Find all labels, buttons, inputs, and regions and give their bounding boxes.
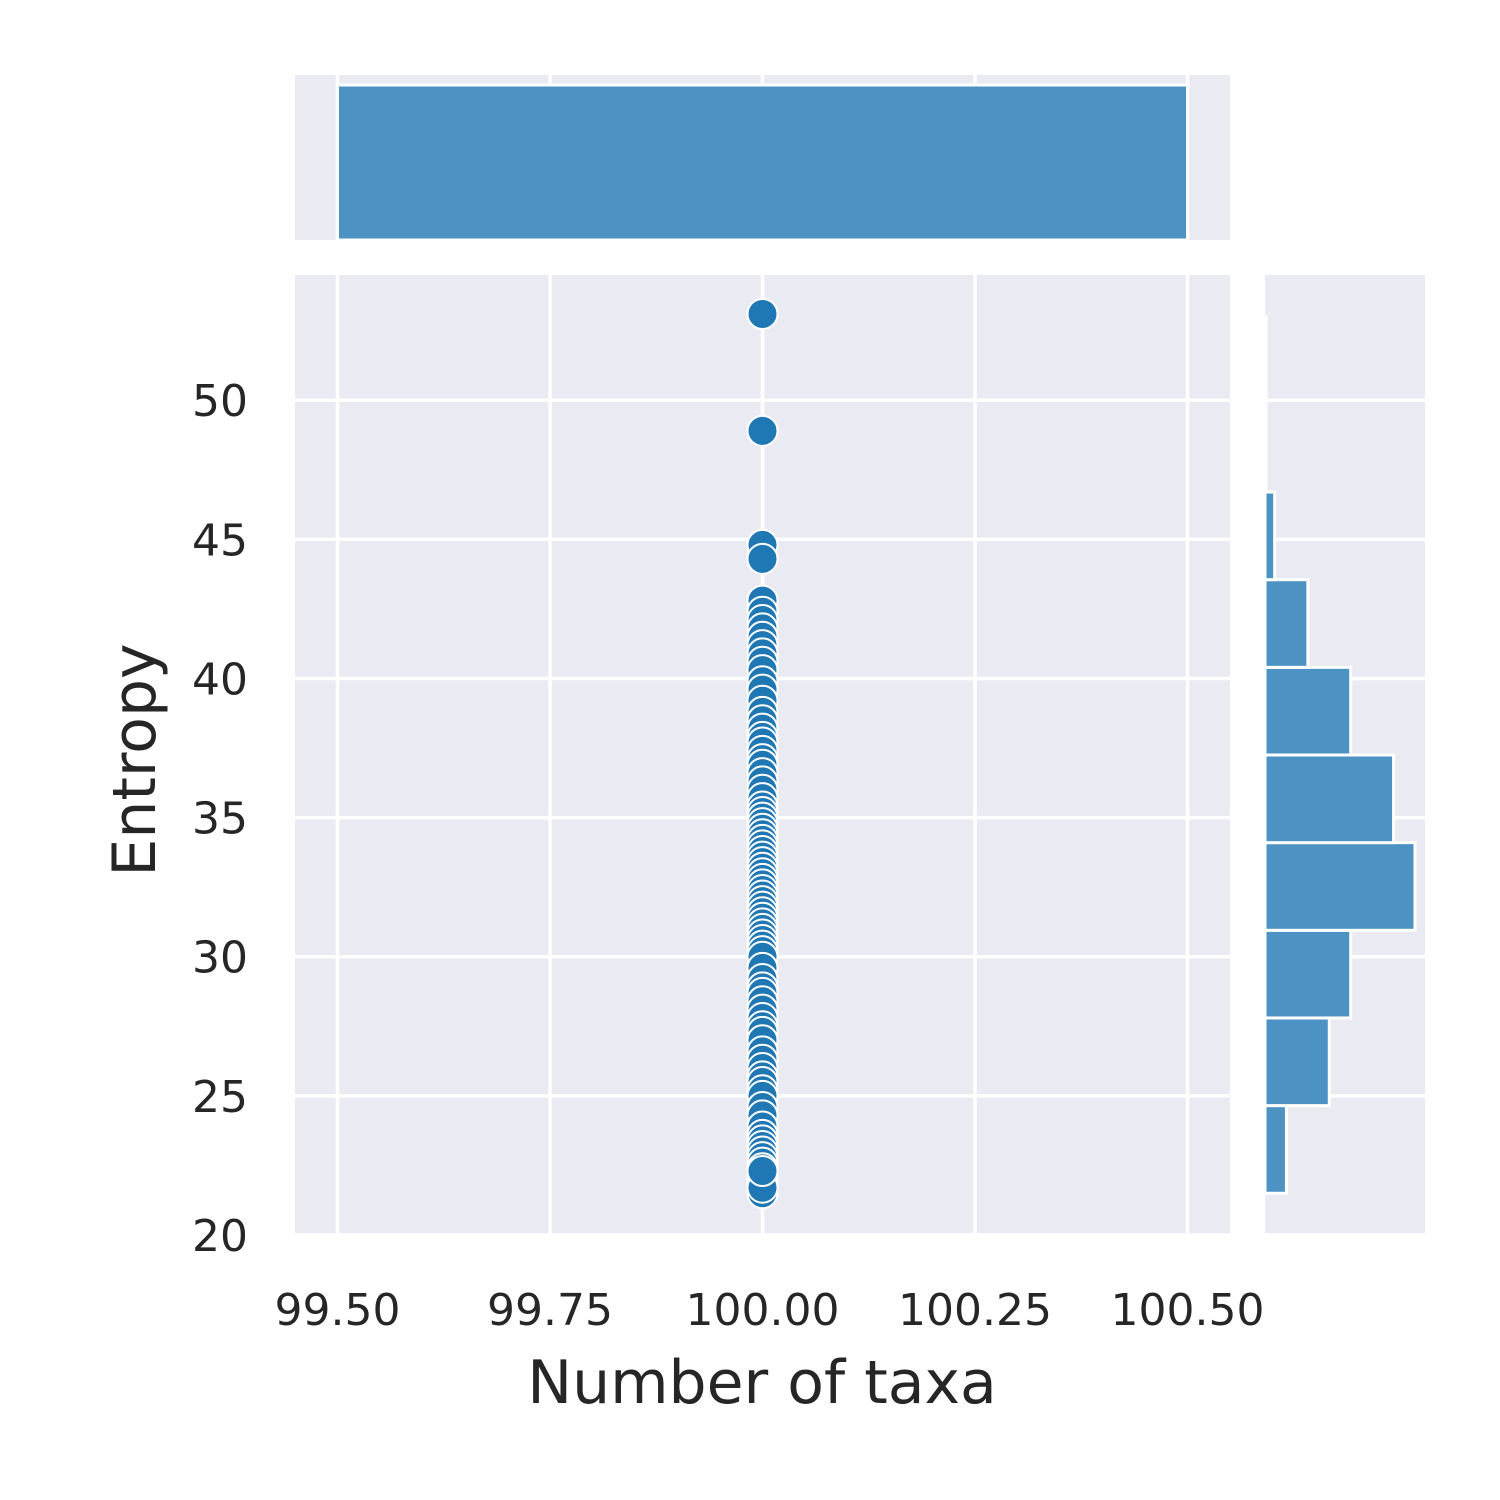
y-tick-labels: 20 25 30 35 40 45 50: [192, 376, 248, 1262]
x-tick-label: 99.75: [487, 1285, 613, 1336]
main-grid: [295, 275, 1230, 1237]
right-hist-bar: [1263, 402, 1268, 494]
right-hist-bar: [1263, 928, 1353, 1020]
right-hist-bar: [1263, 1016, 1331, 1108]
right-hist-bar: [1263, 315, 1268, 406]
y-tick-label: 35: [192, 794, 248, 845]
y-tick-label: 25: [192, 1072, 248, 1123]
y-tick-label: 40: [192, 654, 248, 705]
top-marginal-histogram: [295, 75, 1230, 242]
x-tick-label: 100.50: [1111, 1285, 1265, 1336]
scatter-point: [746, 414, 779, 447]
right-marginal-histogram: [1263, 275, 1425, 1237]
right-hist-bar: [1263, 490, 1277, 582]
x-axis-label: Number of taxa: [527, 1348, 997, 1418]
scatter-point: [746, 1155, 779, 1187]
right-hist-bar: [1263, 665, 1353, 757]
y-axis-label: Entropy: [100, 643, 170, 876]
x-tick-label: 100.25: [898, 1285, 1052, 1336]
scatter-points: [746, 297, 779, 1210]
right-hist-bar: [1263, 841, 1417, 932]
main-scatter-plot: [295, 275, 1230, 1237]
x-tick-labels: 99.50 99.75 100.00 100.25 100.50: [275, 1285, 1265, 1336]
scatter-point: [746, 297, 779, 330]
y-tick-label: 20: [192, 1211, 248, 1262]
top-marginal-bars: [336, 83, 1189, 242]
x-tick-label: 99.50: [275, 1285, 401, 1336]
right-hist-bar: [1263, 1104, 1288, 1195]
y-tick-label: 50: [192, 376, 248, 427]
x-tick-label: 100.00: [686, 1285, 840, 1336]
scatter-point: [746, 542, 779, 575]
top-hist-bar: [336, 83, 1189, 242]
right-hist-bar: [1263, 578, 1310, 669]
y-tick-label: 30: [192, 933, 248, 984]
right-marginal-bars: [1263, 315, 1417, 1195]
y-tick-label: 45: [192, 515, 248, 566]
right-hist-bar: [1263, 753, 1396, 845]
